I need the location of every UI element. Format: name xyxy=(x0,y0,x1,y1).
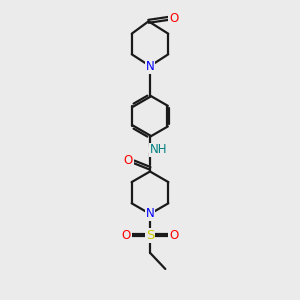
Text: O: O xyxy=(122,229,131,242)
Text: NH: NH xyxy=(150,143,168,157)
Text: N: N xyxy=(146,207,154,220)
Text: N: N xyxy=(146,60,154,73)
Text: O: O xyxy=(169,229,178,242)
Text: O: O xyxy=(124,154,133,167)
Text: O: O xyxy=(169,12,178,25)
Text: S: S xyxy=(146,229,154,242)
